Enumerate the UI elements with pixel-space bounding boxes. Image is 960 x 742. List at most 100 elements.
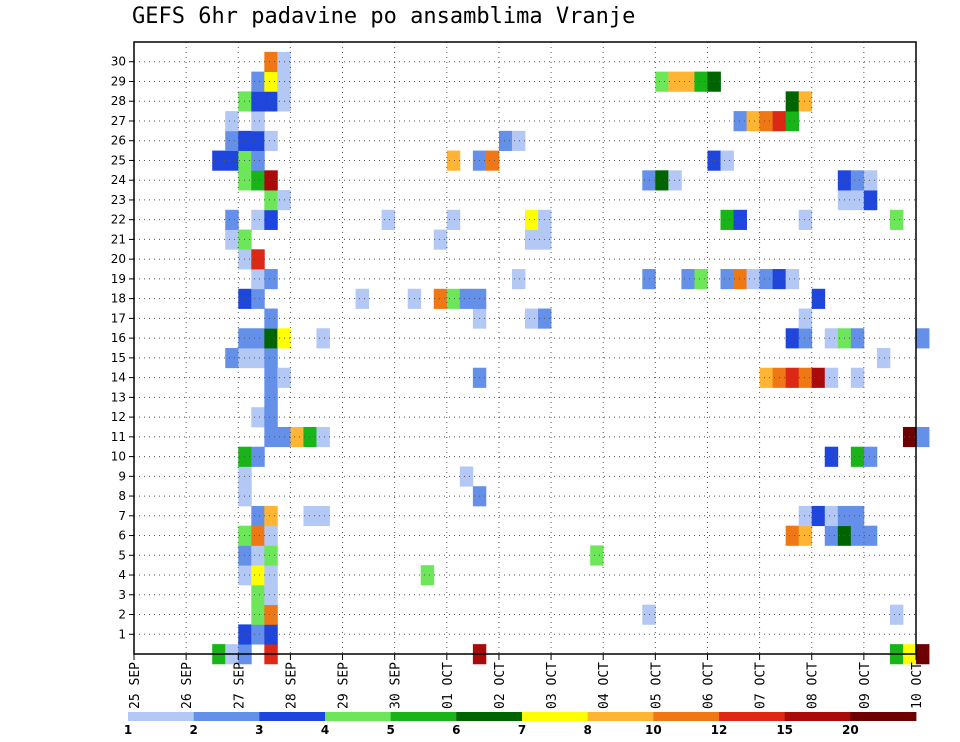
heatmap-cell — [251, 545, 265, 566]
x-tick-label: 26 SEP — [180, 662, 195, 709]
y-tick-label: 23 — [111, 193, 126, 207]
y-tick-label: 14 — [111, 371, 126, 385]
x-tick-label: 07 OCT — [754, 662, 769, 709]
heatmap-cell — [290, 426, 304, 448]
heatmap-cell — [264, 190, 278, 211]
heatmap-cell — [264, 545, 278, 566]
heatmap-cell — [251, 150, 265, 171]
heatmap-cell — [316, 328, 330, 349]
x-tick-label: 04 OCT — [597, 662, 612, 709]
heatmap-cell — [916, 644, 930, 665]
legend-label: 10 — [645, 723, 662, 737]
heatmap-cell — [212, 150, 226, 171]
y-tick-label: 13 — [111, 390, 126, 404]
y-tick-label: 25 — [111, 153, 126, 167]
heatmap-cell — [889, 604, 904, 625]
heatmap-cell — [785, 91, 800, 112]
legend-swatch — [587, 712, 654, 721]
heatmap-cell — [759, 367, 774, 388]
y-tick-label: 2 — [118, 608, 126, 622]
heatmap-cell — [681, 269, 695, 290]
heatmap-cell — [694, 269, 708, 290]
heatmap-cell — [264, 367, 278, 388]
heatmap-cell — [759, 111, 774, 132]
heatmap-cell — [863, 170, 878, 191]
legend-swatch — [719, 712, 786, 721]
heatmap-cell — [798, 91, 813, 112]
x-tick-label: 10 OCT — [910, 662, 925, 709]
heatmap-cell — [668, 71, 682, 92]
heatmap-cell — [681, 71, 695, 92]
y-tick-label: 10 — [111, 450, 126, 464]
heatmap-cell — [251, 130, 265, 151]
y-tick-label: 15 — [111, 351, 126, 365]
heatmap-cell — [251, 525, 265, 546]
heatmap-cell — [511, 269, 526, 290]
x-tick-label: 25 SEP — [128, 662, 143, 709]
legend-label: 12 — [711, 723, 728, 737]
y-tick-label: 8 — [118, 489, 126, 503]
x-tick-label: 28 SEP — [284, 662, 299, 709]
heatmap-cell — [863, 190, 878, 211]
heatmap-cell — [733, 269, 747, 290]
heatmap-cell — [798, 328, 813, 349]
heatmap-cell — [420, 565, 435, 586]
y-tick-label: 30 — [111, 55, 126, 69]
heatmap-cell — [316, 505, 330, 527]
heatmap-cell — [811, 505, 826, 527]
heatmap-cell — [225, 209, 239, 230]
legend-swatch — [456, 712, 523, 721]
y-tick-label: 5 — [118, 548, 126, 562]
heatmap-cell — [264, 328, 278, 349]
heatmap-cell — [720, 269, 734, 290]
heatmap-cell — [264, 348, 278, 369]
heatmap-cell — [251, 407, 265, 428]
y-tick-label: 21 — [111, 232, 126, 246]
heatmap-cell — [590, 545, 604, 566]
y-tick-label: 6 — [118, 529, 126, 543]
heatmap-cell — [251, 209, 265, 230]
legend-label: 6 — [452, 723, 460, 737]
legend-swatch — [850, 712, 917, 721]
heatmap-cell — [850, 446, 865, 467]
y-axis: 1234567891011121314151617181920212223242… — [111, 55, 134, 641]
heatmap-cell — [264, 71, 278, 92]
heatmap-cell — [850, 190, 865, 211]
heatmap-cell — [264, 407, 278, 428]
heatmap-cell — [785, 367, 800, 388]
heatmap-cell — [785, 328, 800, 349]
heatmap-cell — [824, 505, 839, 527]
x-tick-label: 27 SEP — [232, 662, 247, 709]
legend-label: 15 — [776, 723, 793, 737]
x-tick-label: 06 OCT — [701, 662, 716, 709]
heatmap-cell — [264, 505, 278, 527]
heatmap-cell — [720, 150, 734, 171]
heatmap-cell — [251, 348, 265, 369]
color-legend: 1 2 3 4 5 6 7 8 10 12 15 20 — [124, 712, 917, 737]
heatmap-cell — [525, 229, 539, 250]
heatmap-cell — [863, 525, 878, 546]
heatmap-cell — [433, 229, 448, 250]
heatmap-cell — [225, 348, 239, 369]
legend-swatch — [325, 712, 392, 721]
y-tick-label: 26 — [111, 134, 126, 148]
y-tick-label: 17 — [111, 311, 126, 325]
heatmap-cell — [381, 209, 396, 230]
heatmap-cell — [251, 604, 265, 625]
heatmap-cell — [251, 249, 265, 270]
heatmap-cell — [264, 51, 278, 73]
chart-title: GEFS 6hr padavine po ansamblima Vranje — [132, 4, 636, 29]
heatmap-cell — [251, 288, 265, 309]
y-tick-label: 12 — [111, 410, 126, 424]
heatmap-cell — [251, 565, 265, 586]
heatmap-cell — [264, 209, 278, 230]
heatmap-cell — [446, 209, 461, 230]
heatmap-cell — [251, 446, 265, 467]
heatmap-cell — [850, 170, 865, 191]
x-tick-label: 01 OCT — [441, 662, 456, 709]
heatmap-cell — [251, 505, 265, 527]
x-tick-label: 08 OCT — [806, 662, 821, 709]
heatmap-cell — [264, 426, 278, 448]
y-tick-label: 9 — [118, 469, 126, 483]
heatmap-cell — [694, 71, 708, 92]
